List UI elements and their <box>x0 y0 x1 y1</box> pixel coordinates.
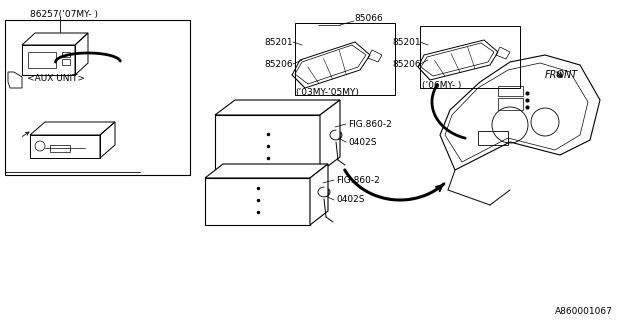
Bar <box>50 145 70 152</box>
Polygon shape <box>205 164 328 178</box>
Bar <box>5 20 190 175</box>
Polygon shape <box>320 100 340 172</box>
Bar <box>28 52 56 68</box>
Bar <box>62 59 70 65</box>
Polygon shape <box>205 178 310 225</box>
Text: 85066: 85066 <box>354 13 383 22</box>
Text: FRONT: FRONT <box>545 70 579 80</box>
Polygon shape <box>215 100 340 115</box>
Polygon shape <box>215 115 320 172</box>
Polygon shape <box>310 164 328 225</box>
Text: 0402S: 0402S <box>336 196 365 204</box>
Text: (’03MY-’05MY): (’03MY-’05MY) <box>295 87 359 97</box>
Text: 0402S: 0402S <box>348 138 376 147</box>
Text: <AUX UNIT>: <AUX UNIT> <box>27 74 85 83</box>
Bar <box>498 86 523 96</box>
Bar <box>420 26 520 88</box>
Text: A860001067: A860001067 <box>555 308 613 316</box>
Text: FIG.860-2: FIG.860-2 <box>336 175 380 185</box>
Bar <box>62 52 70 57</box>
Text: (’06MY- ): (’06MY- ) <box>422 81 461 90</box>
Text: FIG.860-2: FIG.860-2 <box>348 119 392 129</box>
Text: 86257(’07MY- ): 86257(’07MY- ) <box>30 10 98 19</box>
Text: 85206: 85206 <box>264 60 292 68</box>
Bar <box>295 23 395 95</box>
Text: 85201: 85201 <box>392 37 420 46</box>
Bar <box>478 131 508 145</box>
Text: 85201: 85201 <box>264 37 292 46</box>
Text: 85206: 85206 <box>392 60 420 68</box>
Bar <box>498 98 523 110</box>
